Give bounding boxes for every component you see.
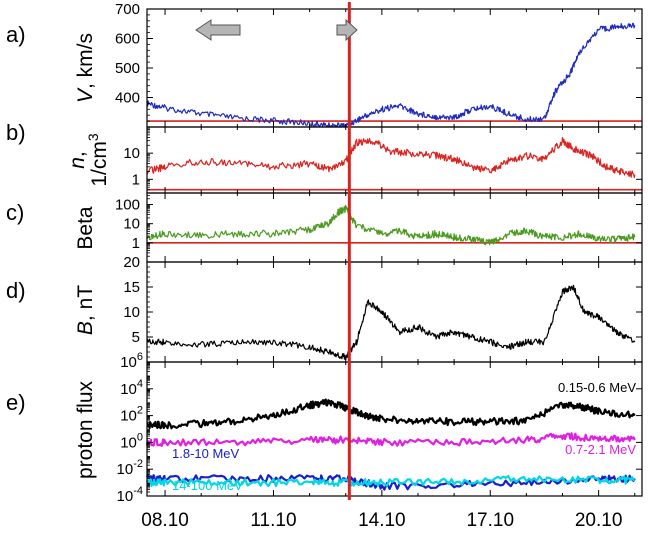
y-tick-base: 10 [120,354,137,371]
y-axis-label-a: V, km/s [74,33,97,103]
y-axis-label-part: 3 [85,133,101,141]
y-axis-label-part: , km/s [74,33,97,89]
panel-label-a: a) [6,22,26,47]
right-arrow [336,18,358,42]
y-tick-base: 10 [123,216,140,233]
y-tick-label: 400 [115,90,140,107]
panel-frame-c [146,192,643,263]
x-tick-label: 11.10 [250,510,296,531]
y-axis-label-part: , [66,151,89,157]
y-tick-base: 20 [123,254,140,271]
panel-b: b) n,1/cm3 10 1 [6,120,643,194]
y-tick-exponent: 4 [137,378,143,390]
y-tick-exponent: 2 [137,405,143,417]
y-tick-base: 5 [132,329,140,346]
y-axis-label-e: proton flux [74,380,97,479]
panel-d: d) B, nT 20 15 10 5 [6,254,643,363]
series-line-a-0 [146,22,636,127]
series-line-d-0 [146,284,636,361]
y-tick-label: 100 [120,431,143,451]
x-tick-label: 08.10 [141,510,189,531]
series-label-1: 0.7-2.1 MeV [565,442,636,457]
series-label-2: 1.8-10 MeV [172,446,240,461]
x-tick-label: 14.10 [358,510,406,531]
y-axis-label-d: B, nT [74,285,97,335]
series-label-0: 0.15-0.6 MeV [558,380,636,395]
y-tick-label: 10-4 [117,485,143,505]
y-tick-label: 104 [120,378,143,398]
y-tick-label: 102 [120,405,143,425]
y-tick-base: 15 [123,279,140,296]
y-tick-label: 10-2 [117,458,143,478]
y-axis-label-part: Beta [74,206,97,250]
y-tick-label: 10 [123,145,140,162]
y-tick-exponent: -2 [133,458,143,470]
y-tick-base: 1 [132,235,140,252]
panel-e: e) proton flux10610410210010-210-40.15-0.… [6,351,643,505]
y-axis-label-part: 1/cm [88,141,111,187]
y-axis-label-part: proton flux [74,380,97,479]
series-line-e-1 [145,432,636,447]
y-tick-exponent: 0 [137,431,143,443]
y-tick-exponent: -4 [133,485,143,497]
series-label-3: 14-100 MeV [172,478,243,493]
series-line-b-0 [146,137,636,179]
y-tick-label: 10 [123,304,140,321]
y-tick-label: 15 [123,279,140,296]
y-tick-base: 10 [120,408,137,425]
y-axis-label-part: B [74,321,97,335]
y-tick-base: 10 [123,145,140,162]
series-line-e-0 [146,398,636,430]
y-tick-label: 1 [132,171,140,188]
y-axis-label-part: V [74,87,97,103]
y-axis-label-part: n [66,157,89,169]
y-tick-base: 10 [123,304,140,321]
panel-label-d: d) [6,278,26,303]
y-tick-base: 1 [132,171,140,188]
panel-a: a) V, km/s 700 600 500 400 [6,1,643,128]
y-tick-label: 500 [115,60,140,77]
y-tick-label: 20 [123,254,140,271]
y-tick-label: 600 [115,31,140,48]
series-line-e-3 [145,475,635,488]
y-tick-base: 700 [115,1,140,18]
arrows-group [195,18,358,42]
x-tick-label: 17.10 [466,510,514,531]
y-axis-label-part: , nT [74,285,97,321]
x-tick-labels: 08.10 11.10 14.10 17.10 20.10 [141,510,622,531]
left-arrow [195,19,241,41]
panel-label-c: c) [6,200,24,225]
y-tick-base: 600 [115,31,140,48]
panel-label-e: e) [6,390,26,415]
series-line-c-0 [146,204,636,246]
panel-c: c) Beta 100 10 1 [6,192,643,263]
y-tick-label: 1 [132,235,140,252]
y-tick-base: 500 [115,60,140,77]
y-tick-base: 400 [115,90,140,107]
y-tick-label: 100 [115,197,140,214]
y-tick-base: 10 [120,434,137,451]
panel-frame-d [146,261,643,363]
x-tick-label: 20.10 [575,510,623,531]
y-axis-label-c: Beta [74,206,97,250]
y-tick-label: 5 [132,329,140,346]
y-tick-base: 10 [117,461,134,478]
y-axis-label-b: n,1/cm3 [66,133,111,187]
y-tick-label: 106 [120,351,143,371]
y-tick-base: 10 [117,488,134,505]
y-tick-label: 700 [115,1,140,18]
panel-label-b: b) [6,120,26,145]
y-tick-base: 100 [115,197,140,214]
y-tick-base: 10 [120,381,137,398]
y-tick-exponent: 6 [137,351,143,363]
y-tick-label: 10 [123,216,140,233]
panel-frame-e [146,361,643,497]
